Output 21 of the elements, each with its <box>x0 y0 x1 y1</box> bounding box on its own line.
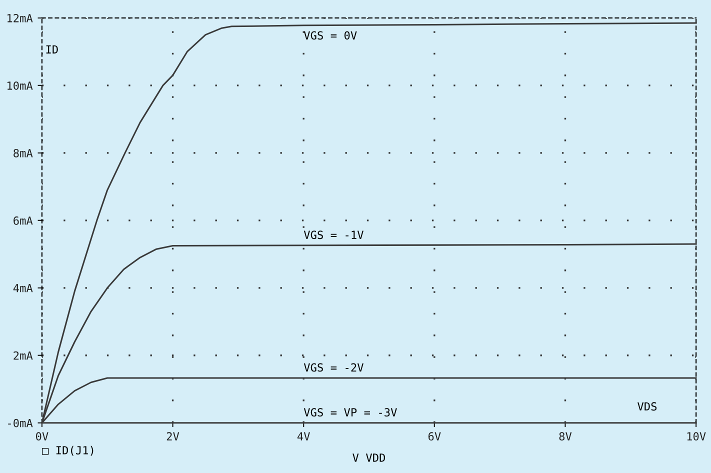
series-label: VGS = -1V <box>304 230 364 240</box>
x-tick-label: 2V <box>166 432 180 440</box>
series-label: VGS = -2V <box>304 363 364 372</box>
y-tick-label: 8mA <box>14 148 33 158</box>
y-tick-label: 6mA <box>14 216 33 225</box>
y-tick-label: 12mA <box>8 14 33 22</box>
y-tick-label: 4mA <box>13 284 33 292</box>
y-axis-title: ID <box>46 45 58 54</box>
x-tick-label: 8V <box>559 432 572 441</box>
y-tick-label: -0mA <box>8 418 33 428</box>
x-tick-label: 4V <box>297 432 310 440</box>
x-axis-title: V VDD <box>352 454 386 462</box>
x-tick-label: 10V <box>687 432 706 441</box>
text: □ ID(J1) <box>42 446 94 456</box>
series-label: VGS = 0V <box>304 31 357 40</box>
y-tick-label: 10mA <box>8 81 33 90</box>
x-tick-label: 6V <box>428 432 441 441</box>
series-label: VGS = VP = -3V <box>304 408 397 417</box>
x-tick-label: 0V <box>36 432 48 441</box>
annotation: VDS <box>638 402 657 411</box>
y-tick-label: 2mA <box>14 351 33 360</box>
